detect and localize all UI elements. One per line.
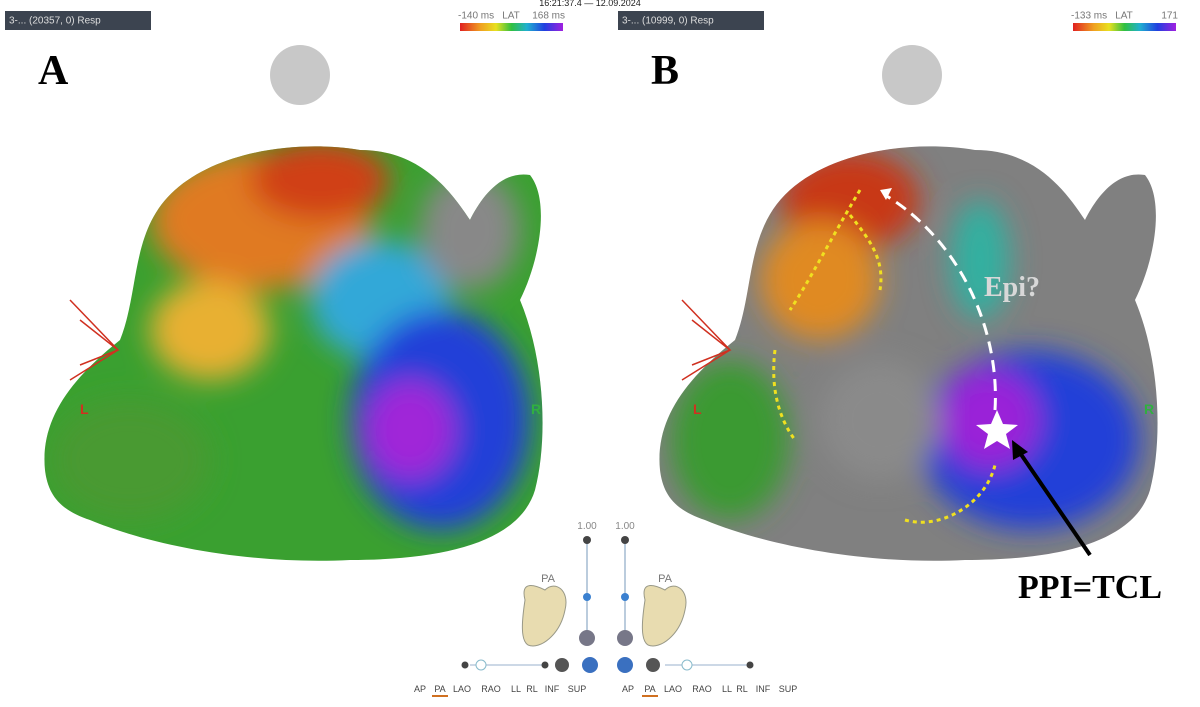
- scale-min: -133 ms: [1071, 11, 1107, 22]
- lat-scale: [460, 23, 563, 31]
- right-label: R: [531, 401, 541, 417]
- view-button[interactable]: SUP: [568, 684, 587, 694]
- scale-max: 168 ms: [532, 11, 565, 22]
- panel-letter: B: [651, 48, 679, 94]
- view-button[interactable]: LAO: [664, 684, 682, 694]
- view-label: PA: [658, 573, 673, 585]
- timestamp: 16:21:37.4 — 12.09.2024: [539, 0, 641, 8]
- scale-label: LAT: [1115, 11, 1133, 22]
- panel-letter: A: [38, 48, 69, 94]
- scale-max: 171: [1161, 11, 1178, 22]
- slider-value: 1.00: [615, 521, 635, 532]
- view-button[interactable]: LL: [511, 684, 521, 694]
- sliders: [461, 536, 754, 673]
- scale-min: -140 ms: [458, 11, 494, 22]
- view-button[interactable]: SUP: [779, 684, 798, 694]
- right-label: R: [1144, 401, 1154, 417]
- slider-value: 1.00: [577, 521, 597, 532]
- orientation-marker: [270, 45, 330, 105]
- view-button[interactable]: INF: [545, 684, 560, 694]
- left-label: L: [693, 401, 702, 417]
- view-button[interactable]: LL: [722, 684, 732, 694]
- lat-map: [659, 146, 1158, 561]
- left-label: L: [80, 401, 89, 417]
- view-label: PA: [541, 573, 556, 585]
- lat-map: [44, 146, 543, 561]
- view-button[interactable]: AP: [414, 684, 426, 694]
- view-button[interactable]: PA: [434, 684, 445, 694]
- epi-label: Epi?: [984, 272, 1040, 303]
- view-button[interactable]: RAO: [692, 684, 712, 694]
- view-button[interactable]: AP: [622, 684, 634, 694]
- star: [976, 410, 1018, 449]
- header-bar: [618, 11, 764, 30]
- header-bar: [5, 11, 151, 30]
- header-text: 3-... (10999, 0) Resp: [622, 16, 714, 27]
- orientation-marker: [882, 45, 942, 105]
- view-button[interactable]: RL: [526, 684, 538, 694]
- view-button[interactable]: PA: [644, 684, 655, 694]
- lat-scale: [1073, 23, 1176, 31]
- header-text: 3-... (20357, 0) Resp: [9, 16, 101, 27]
- view-button[interactable]: LAO: [453, 684, 471, 694]
- view-button[interactable]: RAO: [481, 684, 501, 694]
- scale-label: LAT: [502, 11, 520, 22]
- view-button[interactable]: INF: [756, 684, 771, 694]
- ppi-label: PPI=TCL: [1018, 569, 1162, 606]
- view-button[interactable]: RL: [736, 684, 748, 694]
- activation-arrows: [772, 188, 1092, 557]
- view-arrow: [69, 299, 732, 381]
